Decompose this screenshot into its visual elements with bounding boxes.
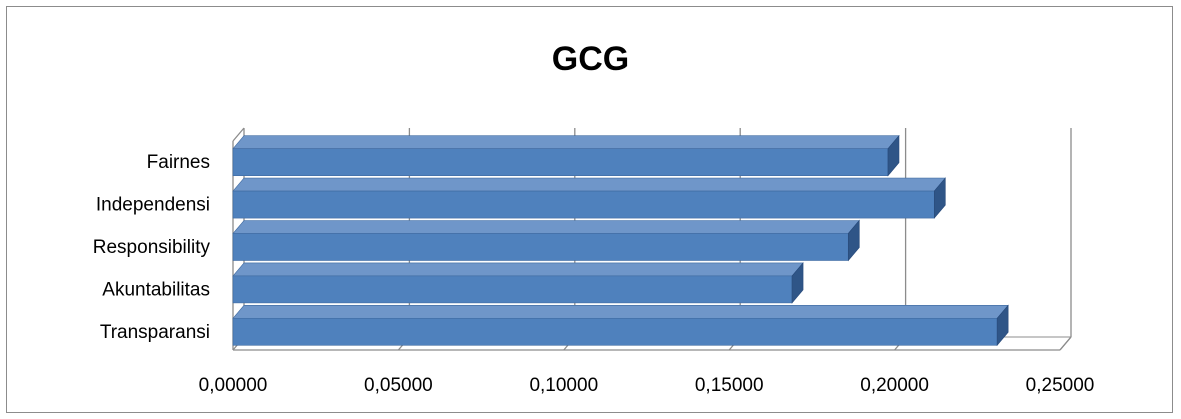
y-category-label: Fairnes xyxy=(147,152,210,173)
bar-top-face xyxy=(232,135,900,149)
x-tick-label: 0,05000 xyxy=(364,375,433,396)
x-tick-label: 0,25000 xyxy=(1026,375,1095,396)
bar-top-face xyxy=(232,177,946,192)
x-tick-label: 0,20000 xyxy=(860,375,929,396)
bar-side-face xyxy=(933,177,946,219)
bar xyxy=(232,148,889,176)
bar-side-face xyxy=(847,219,860,262)
bar-top-face xyxy=(232,304,1009,319)
x-tick-label: 0,00000 xyxy=(199,375,268,396)
floor-tick xyxy=(1059,336,1072,351)
bar-side-face xyxy=(887,134,900,177)
bar-top-face xyxy=(232,220,860,234)
y-category-label: Akuntabilitas xyxy=(102,279,210,300)
bar-side-face xyxy=(791,262,804,304)
bar xyxy=(232,190,935,219)
bar xyxy=(232,233,849,261)
left-wall-top-edge xyxy=(232,127,245,142)
y-category-label: Independensi xyxy=(96,195,210,216)
y-category-label: Responsibility xyxy=(93,237,211,258)
bar xyxy=(232,275,793,304)
chart-title: GCG xyxy=(551,40,630,78)
x-tick-label: 0,10000 xyxy=(529,375,598,396)
y-category-label: Transparansi xyxy=(100,322,210,343)
bar-top-face xyxy=(232,262,804,277)
bar-side-face xyxy=(996,304,1009,347)
x-tick-label: 0,15000 xyxy=(695,375,764,396)
bar xyxy=(232,317,998,346)
